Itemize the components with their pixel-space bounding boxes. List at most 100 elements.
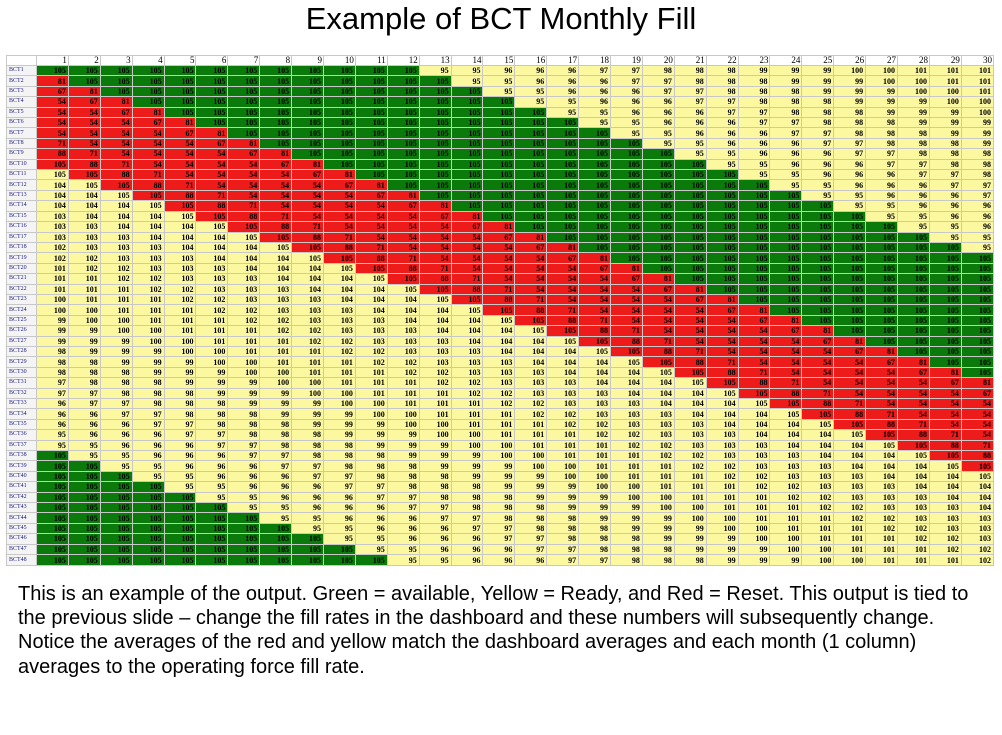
- fill-cell: 103: [291, 293, 325, 306]
- fill-cell: 54: [769, 356, 803, 368]
- fill-cell: 95: [801, 179, 835, 191]
- fill-cell: 97: [323, 470, 356, 483]
- fill-cell: 54: [546, 283, 580, 295]
- fill-cell: 99: [960, 117, 995, 129]
- fill-cell: 95: [546, 96, 580, 108]
- fill-cell: 104: [928, 491, 962, 504]
- fill-cell: 99: [131, 356, 165, 368]
- column-header: 10: [323, 55, 356, 66]
- fill-cell: 98: [482, 512, 516, 524]
- fill-cell: 100: [36, 293, 69, 306]
- fill-cell: 95: [386, 543, 420, 556]
- row-label: BCT37: [6, 439, 37, 452]
- fill-cell: 105: [737, 210, 771, 223]
- column-header: 28: [897, 55, 930, 66]
- fill-cell: 95: [801, 189, 835, 202]
- fill-cell: 98: [67, 356, 101, 368]
- fill-cell: 104: [546, 366, 580, 379]
- fill-cell: 103: [386, 325, 420, 337]
- fill-cell: 99: [705, 543, 739, 556]
- fill-cell: 105: [897, 283, 930, 295]
- fill-cell: 103: [36, 231, 69, 243]
- fill-cell: 104: [801, 439, 835, 452]
- fill-cell: 97: [546, 543, 580, 556]
- fill-cell: 105: [960, 252, 995, 264]
- fill-cell: 100: [897, 85, 930, 98]
- fill-cell: 105: [769, 189, 803, 202]
- fill-cell: 67: [259, 158, 293, 171]
- fill-cell: 101: [546, 450, 580, 462]
- row-label: BCT22: [6, 283, 37, 295]
- fill-cell: 105: [865, 283, 899, 295]
- fill-cell: 100: [928, 96, 962, 108]
- fill-cell: 97: [163, 429, 197, 441]
- fill-cell: 105: [99, 470, 133, 483]
- fill-cell: 67: [960, 387, 995, 400]
- fill-cell: 54: [418, 221, 452, 233]
- fill-cell: 105: [865, 325, 899, 337]
- fill-cell: 95: [928, 231, 962, 243]
- fill-cell: 105: [641, 179, 675, 191]
- fill-cell: 102: [641, 439, 675, 452]
- fill-cell: 105: [546, 179, 580, 191]
- fill-cell: 98: [833, 127, 867, 139]
- fill-cell: 96: [960, 221, 995, 233]
- fill-cell: 54: [36, 127, 69, 139]
- fill-cell: 105: [897, 314, 930, 327]
- fill-cell: 96: [928, 210, 962, 223]
- fill-cell: 104: [673, 387, 707, 400]
- fill-cell: 96: [514, 75, 548, 87]
- fill-cell: 101: [99, 283, 133, 295]
- fill-cell: 103: [769, 460, 803, 472]
- fill-cell: 104: [259, 262, 293, 275]
- fill-cell: 101: [131, 293, 165, 306]
- fill-cell: 105: [67, 522, 101, 535]
- fill-cell: 95: [131, 470, 165, 483]
- fill-cell: 54: [482, 273, 516, 285]
- fill-cell: 101: [131, 304, 165, 316]
- fill-cell: 95: [450, 64, 484, 77]
- fill-cell: 54: [323, 189, 356, 202]
- fill-cell: 105: [801, 221, 835, 233]
- fill-cell: 105: [67, 75, 101, 87]
- fill-cell: 105: [801, 408, 835, 420]
- fill-cell: 105: [131, 96, 165, 108]
- fill-cell: 104: [865, 460, 899, 472]
- fill-cell: 101: [673, 481, 707, 493]
- row-label: BCT16: [6, 221, 37, 233]
- fill-cell: 104: [99, 221, 133, 233]
- fill-cell: 81: [546, 241, 580, 254]
- fill-cell: 97: [865, 148, 899, 160]
- fill-cell: 104: [354, 304, 388, 316]
- fill-cell: 103: [928, 512, 962, 524]
- fill-cell: 105: [769, 273, 803, 285]
- row-label: BCT5: [6, 106, 37, 119]
- fill-cell: 98: [865, 117, 899, 129]
- table-row: BCT4 54 67 81 105 105 105 105 105 105 105 105 105 105…: [6, 96, 995, 108]
- fill-cell: 105: [227, 231, 261, 243]
- fill-cell: 54: [354, 231, 388, 243]
- fill-cell: 101: [36, 283, 69, 295]
- fill-cell: 95: [673, 137, 707, 150]
- table-row: BCT25 99 100 100 101 101 101 102 102 103 103 103 104…: [6, 314, 995, 327]
- row-label: BCT31: [6, 377, 37, 389]
- fill-cell: 105: [641, 366, 675, 379]
- fill-cell: 96: [801, 158, 835, 171]
- fill-cell: 105: [323, 543, 356, 556]
- fill-cell: 95: [195, 491, 229, 504]
- fill-cell: 105: [960, 470, 995, 483]
- fill-cell: 88: [354, 252, 388, 264]
- fill-cell: 102: [801, 491, 835, 504]
- fill-cell: 103: [131, 241, 165, 254]
- fill-cell: 96: [705, 117, 739, 129]
- fill-cell: 105: [450, 137, 484, 150]
- fill-cell: 105: [610, 179, 643, 191]
- row-label: BCT10: [6, 158, 37, 171]
- fill-cell: 102: [227, 304, 261, 316]
- fill-cell: 105: [131, 189, 165, 202]
- fill-cell: 102: [163, 293, 197, 306]
- fill-cell: 102: [323, 345, 356, 358]
- fill-cell: 97: [131, 408, 165, 420]
- fill-cell: 105: [131, 554, 165, 566]
- table-row: BCT42 105 105 105 105 105 95 95 96 96 96 97 97 98 98 98…: [6, 491, 995, 504]
